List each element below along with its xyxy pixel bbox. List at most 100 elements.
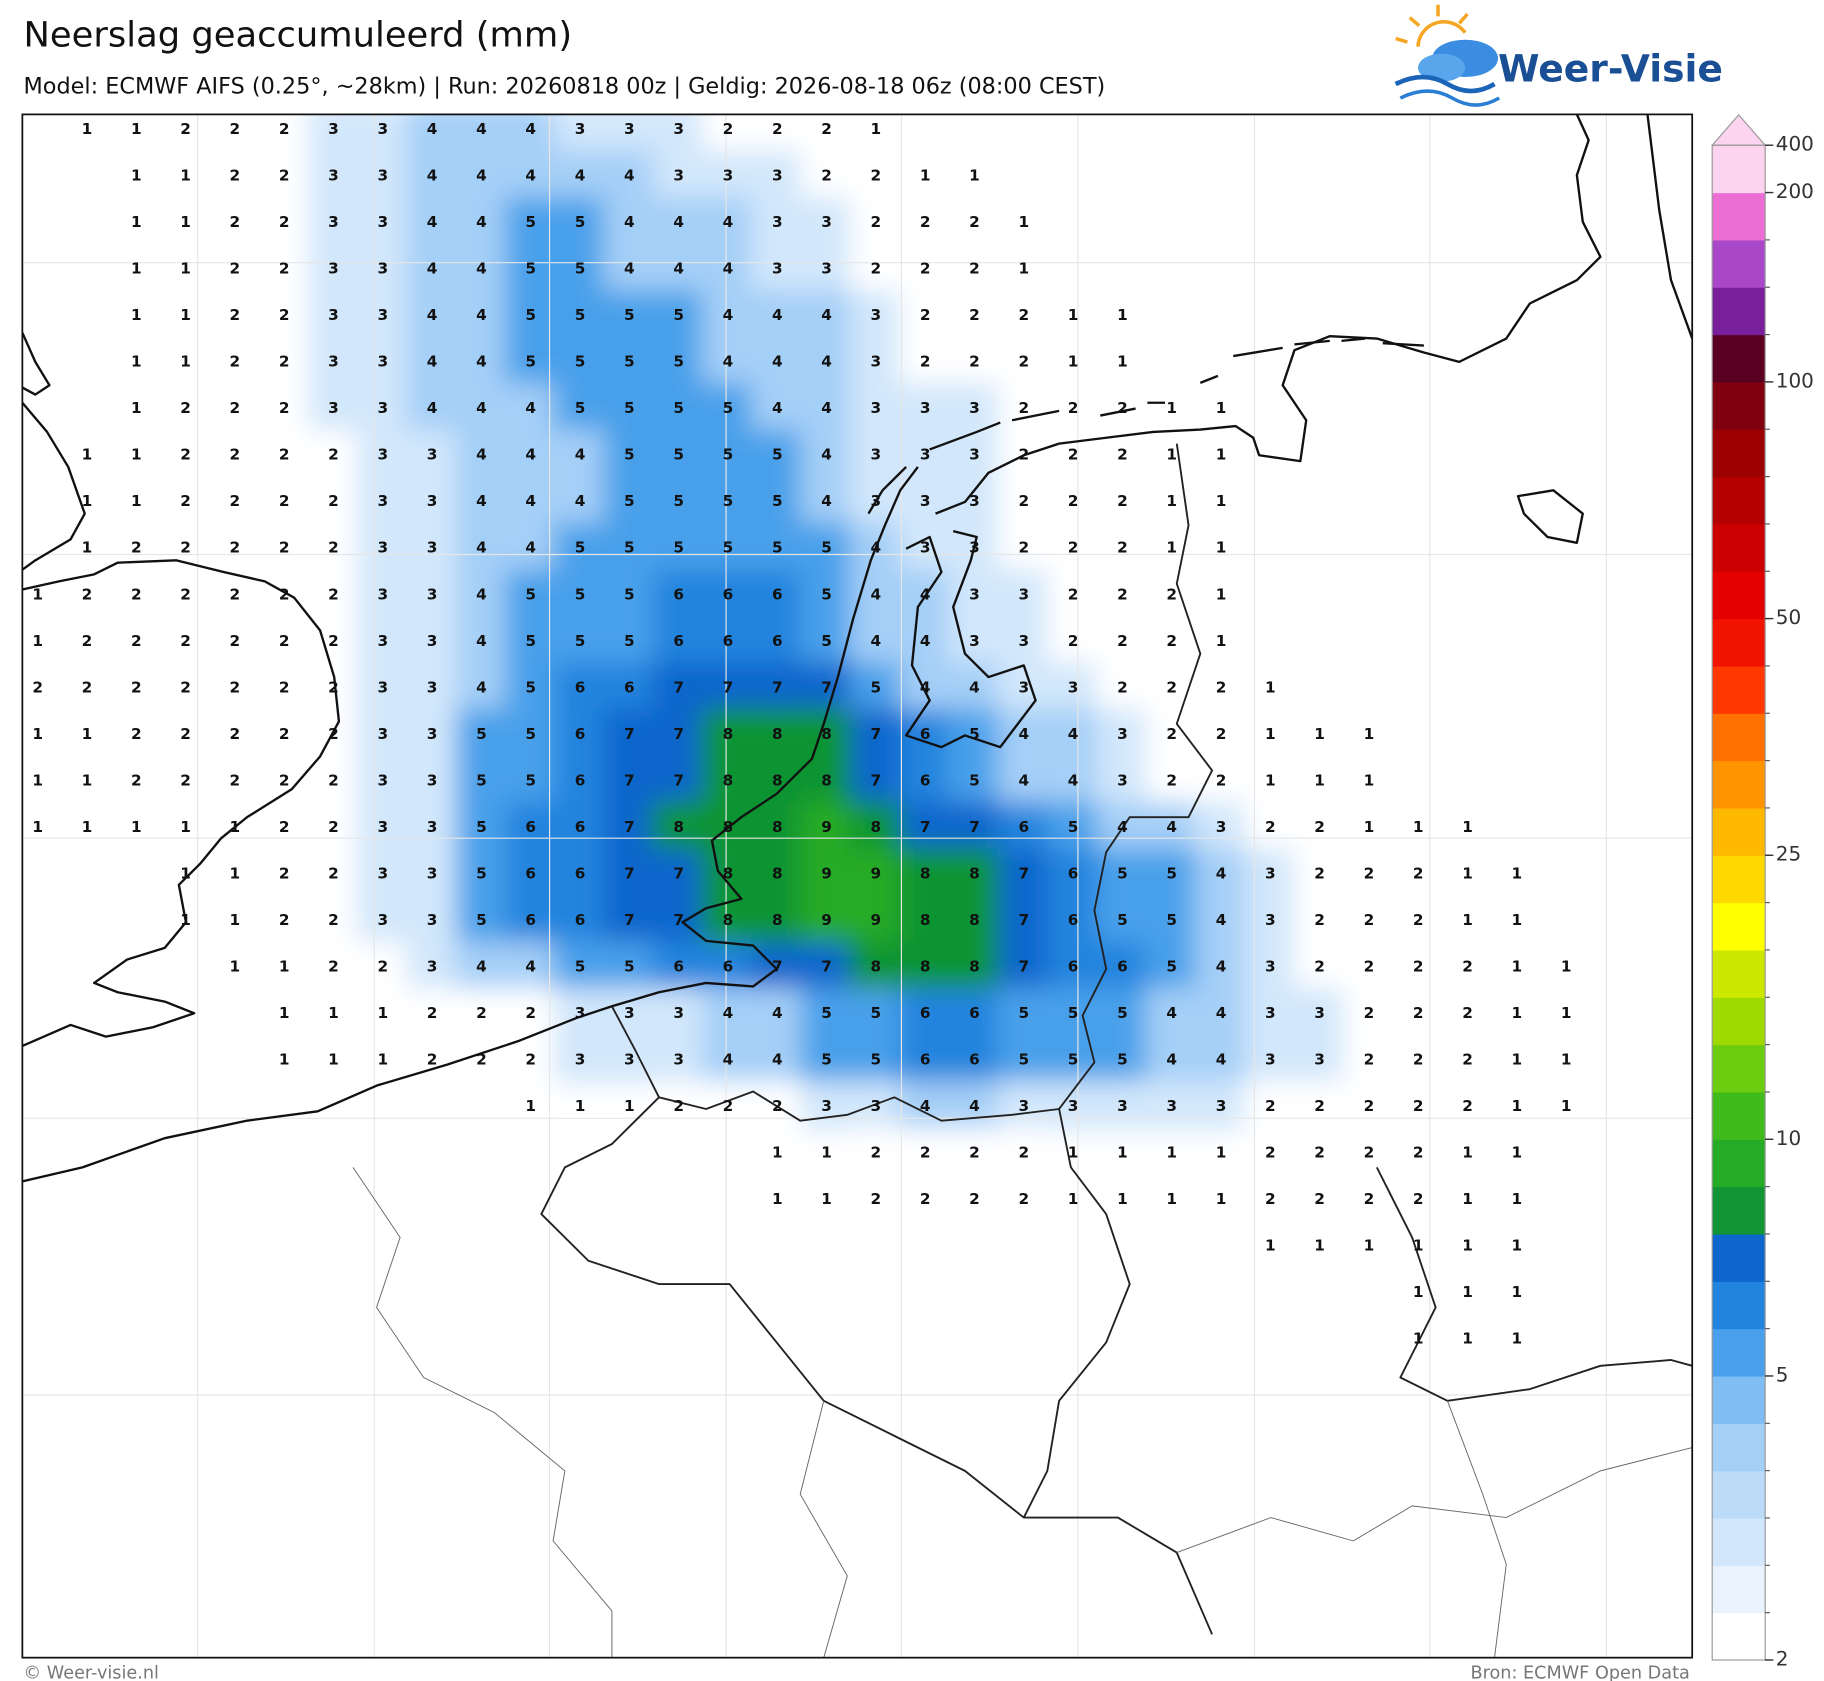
cell-label: 4: [476, 260, 487, 278]
precip-cell: [603, 755, 656, 805]
precip-cell: [997, 1034, 1050, 1084]
cell-label: 4: [525, 539, 536, 557]
cell-label: 4: [673, 213, 684, 231]
cell-label: 2: [131, 585, 142, 603]
map: 1 1 2 2 2 3 3 4 4 4 3 3 3 2 2 2 1 1 1 2 2 3 3 4 4 4 4 4 3 3 3 2 2 1 1 1 1 2 2 3…: [22, 114, 1693, 1658]
precip-cell: [1047, 569, 1099, 619]
cell-label: 3: [723, 167, 734, 185]
precip-cell: [702, 755, 754, 805]
cell-label: 6: [525, 864, 536, 882]
cell-label: 4: [821, 399, 832, 417]
cell-label: 2: [920, 1144, 931, 1162]
cell-label: 8: [821, 771, 832, 789]
cell-label: 2: [180, 585, 191, 603]
cell-label: 8: [772, 771, 783, 789]
cell-label: 2: [1018, 1144, 1029, 1162]
cell-label: 1: [32, 585, 43, 603]
cell-label: 3: [427, 771, 438, 789]
precip-cell: [1392, 1127, 1445, 1177]
cell-label: 1: [1512, 1237, 1523, 1255]
precip-cell: [455, 941, 508, 991]
cell-label: 6: [772, 632, 783, 650]
cell-label: 5: [673, 446, 684, 464]
cell-label: 5: [821, 585, 832, 603]
precip-cell: [603, 383, 656, 432]
cell-label: 8: [772, 911, 783, 929]
cell-label: 2: [1462, 1051, 1473, 1069]
cell-label: 5: [624, 446, 635, 464]
cell-label: 2: [180, 539, 191, 557]
cell-label: 5: [673, 399, 684, 417]
precip-cell: [1145, 848, 1198, 898]
precip-cell: [899, 615, 952, 665]
precip-cell: [1047, 801, 1099, 851]
precip-cell: [1441, 1080, 1494, 1130]
precip-cell: [356, 941, 409, 991]
cell-label: 2: [82, 678, 93, 696]
cell-label: 3: [969, 446, 980, 464]
cell-label: 4: [871, 632, 882, 650]
cell-label: 5: [821, 632, 832, 650]
cell-label: 5: [1068, 818, 1079, 836]
precip-cell: [1096, 801, 1149, 851]
cell-label: 4: [821, 306, 832, 324]
cell-label: 5: [575, 260, 586, 278]
colorbar-band: [1712, 1233, 1766, 1282]
precip-cell: [1145, 894, 1198, 944]
cell-label: 3: [673, 1004, 684, 1022]
precip-cell: [110, 615, 163, 665]
cell-label: 3: [427, 492, 438, 510]
colorbar-band: [1712, 618, 1766, 667]
cell-label: 2: [427, 1004, 438, 1022]
cell-label: 1: [1018, 213, 1029, 231]
precip-cell: [702, 848, 754, 898]
cell-label: 6: [673, 632, 684, 650]
cell-label: 1: [1561, 1004, 1572, 1022]
precip-cell: [61, 662, 113, 712]
cell-label: 6: [575, 911, 586, 929]
cell-label: 2: [673, 1097, 684, 1115]
cell-label: 3: [969, 539, 980, 557]
cell-label: 3: [1265, 957, 1276, 975]
cell-label: 2: [1364, 1051, 1375, 1069]
cell-label: 2: [279, 771, 290, 789]
precip-cell: [406, 243, 458, 293]
precip-cell: [258, 801, 311, 851]
cell-label: 2: [328, 725, 339, 743]
cell-label: 1: [82, 818, 93, 836]
cell-label: 1: [328, 1004, 339, 1022]
precip-cell: [1047, 848, 1099, 898]
precip-cell: [159, 708, 212, 758]
cell-label: 3: [1018, 678, 1029, 696]
precip-cell: [406, 987, 458, 1037]
precip-cell: [702, 243, 754, 293]
precip-cell: [209, 429, 261, 479]
cell-label: 7: [821, 678, 832, 696]
cell-label: 1: [1068, 353, 1079, 371]
precip-cell: [406, 569, 458, 619]
cell-label: 1: [1216, 632, 1227, 650]
precip-cell: [702, 197, 754, 246]
cell-label: 5: [476, 771, 487, 789]
cell-label: 4: [821, 353, 832, 371]
cell-label: 2: [723, 1097, 734, 1115]
cell-label: 4: [575, 446, 586, 464]
precip-cell: [1195, 894, 1247, 944]
precip-cell: [307, 429, 360, 479]
precip-cell: [850, 894, 902, 944]
precip-cell: [1293, 1127, 1346, 1177]
cell-label: 2: [180, 399, 191, 417]
cell-label: 1: [1216, 1190, 1227, 1208]
precip-cell: [800, 114, 853, 153]
precip-cell: [406, 894, 458, 944]
colorbar-band: [1712, 1091, 1766, 1140]
cell-label: 4: [575, 167, 586, 185]
precip-cell: [751, 243, 804, 293]
precip-cell: [159, 476, 212, 525]
cell-label: 1: [180, 864, 191, 882]
cell-label: 2: [279, 353, 290, 371]
cell-label: 1: [1265, 1237, 1276, 1255]
colorbar-band: [1712, 1044, 1766, 1093]
cell-label: 3: [1018, 632, 1029, 650]
cell-label: 2: [1314, 1144, 1325, 1162]
